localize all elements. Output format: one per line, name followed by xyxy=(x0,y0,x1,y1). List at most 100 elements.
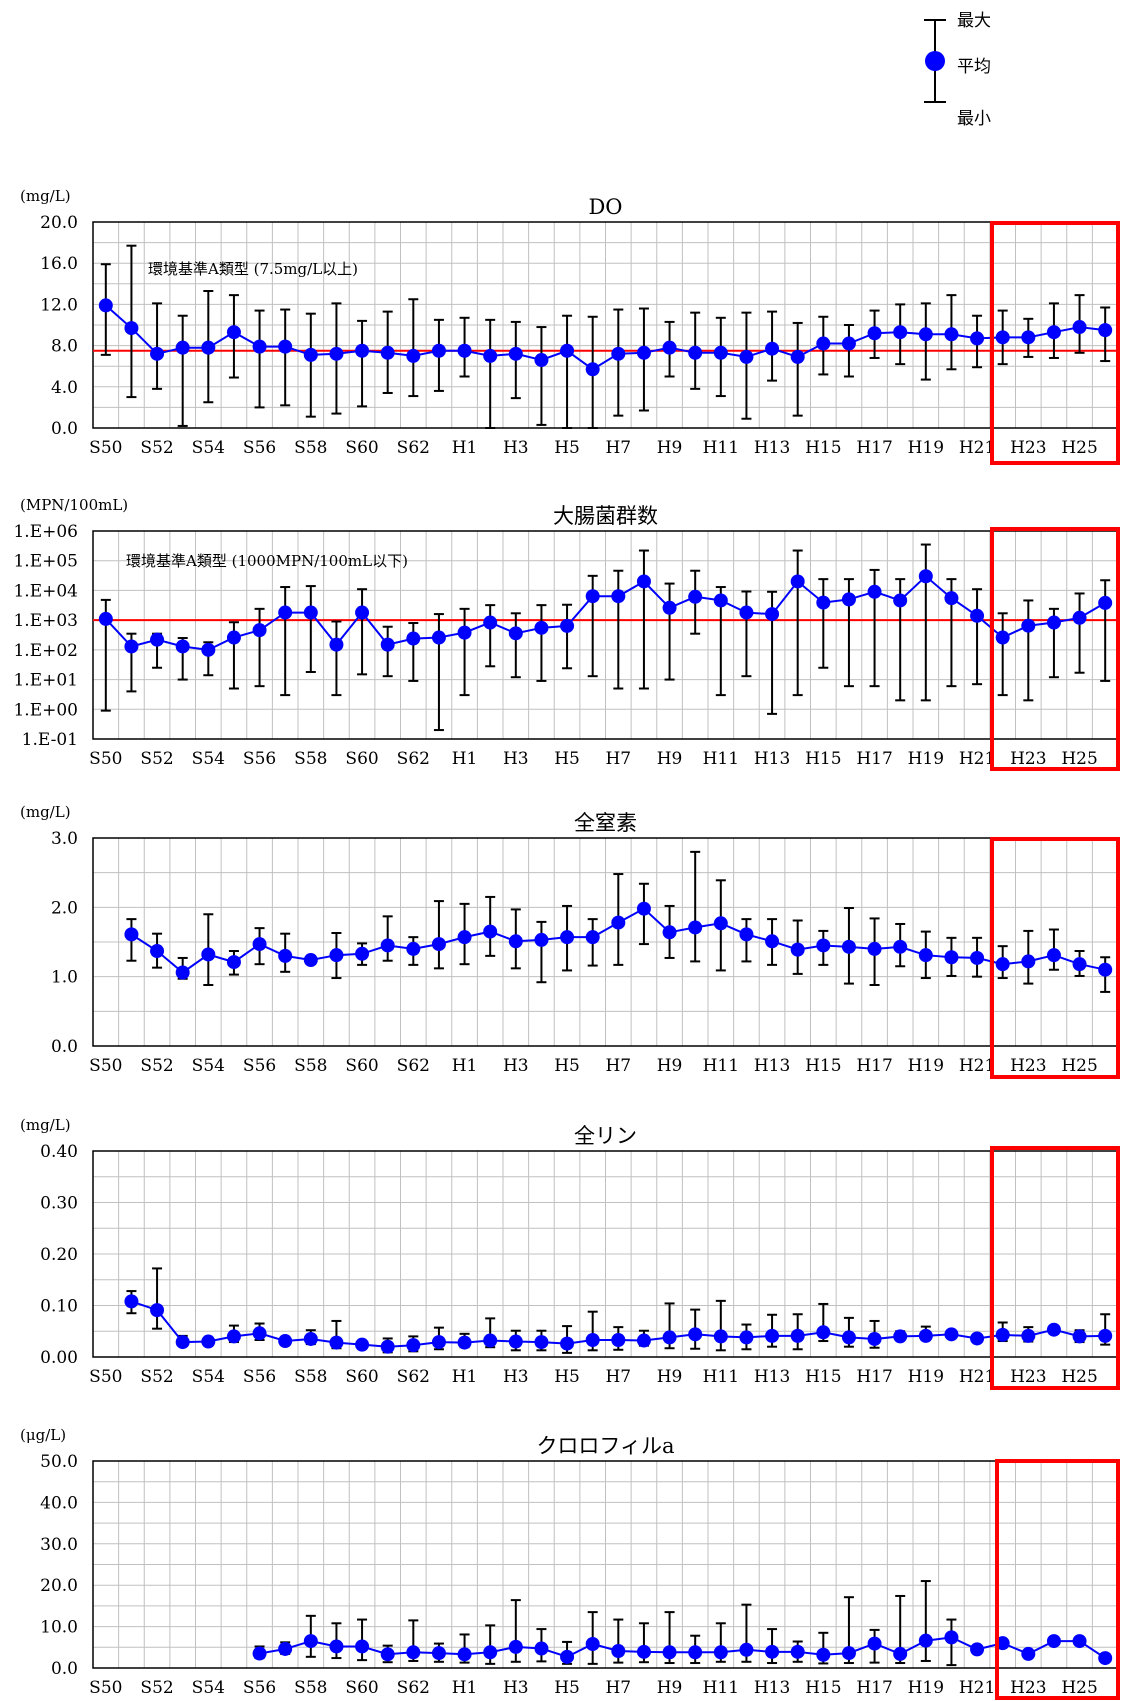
x-tick-label: H5 xyxy=(554,438,580,458)
average-point xyxy=(585,1636,600,1651)
y-tick-label: 16.0 xyxy=(40,254,78,274)
x-tick-label: S62 xyxy=(397,438,430,458)
y-tick-label: 1.E+06 xyxy=(13,522,78,542)
highlight-box xyxy=(995,1459,1120,1700)
average-point xyxy=(1021,1328,1036,1343)
average-point xyxy=(765,607,780,622)
x-tick-label: H25 xyxy=(1061,438,1097,458)
x-tick-label: H9 xyxy=(657,438,683,458)
average-point xyxy=(98,611,113,626)
legend-max-label: 最大 xyxy=(957,11,991,31)
average-point xyxy=(688,920,703,935)
average-point xyxy=(1072,1634,1087,1649)
x-tick-label: S52 xyxy=(140,438,173,458)
average-point xyxy=(688,1327,703,1342)
x-tick-label: S62 xyxy=(397,749,430,769)
x-tick-label: S54 xyxy=(192,1678,225,1698)
average-point xyxy=(739,927,754,942)
x-tick-label: H19 xyxy=(908,1367,944,1387)
average-point xyxy=(688,1645,703,1660)
average-point xyxy=(355,1337,370,1352)
average-point xyxy=(1021,330,1036,345)
x-tick-label: H13 xyxy=(754,438,790,458)
x-tick-label: H21 xyxy=(959,749,995,769)
average-point xyxy=(790,349,805,364)
average-point xyxy=(508,934,523,949)
average-point xyxy=(765,1644,780,1659)
x-tick-label: S60 xyxy=(345,1367,378,1387)
average-point xyxy=(611,1644,626,1659)
x-tick-label: H11 xyxy=(703,1367,739,1387)
x-tick-label: H15 xyxy=(805,1678,841,1698)
y-tick-label: 0.40 xyxy=(40,1142,78,1162)
standard-label: 環境基準A類型 (7.5mg/L以上) xyxy=(148,260,358,278)
highlight-box xyxy=(990,221,1120,465)
average-point xyxy=(970,1331,985,1346)
average-point xyxy=(278,948,293,963)
average-point xyxy=(431,343,446,358)
average-point xyxy=(1072,957,1087,972)
average-point xyxy=(995,630,1010,645)
average-point xyxy=(1046,1322,1061,1337)
average-point xyxy=(1072,320,1087,335)
y-tick-label: 2.0 xyxy=(51,898,78,918)
legend-avg-label: 平均 xyxy=(957,57,991,77)
x-tick-label: H17 xyxy=(856,1367,892,1387)
x-tick-label: H13 xyxy=(754,1678,790,1698)
x-tick-label: H15 xyxy=(805,1056,841,1076)
average-point xyxy=(918,948,933,963)
average-point xyxy=(124,321,139,336)
y-tick-label: 1.0 xyxy=(51,968,78,988)
average-point xyxy=(893,593,908,608)
average-point xyxy=(329,1639,344,1654)
average-point xyxy=(329,948,344,963)
x-tick-label: S62 xyxy=(397,1367,430,1387)
average-point xyxy=(867,1636,882,1651)
y-tick-label: 20.0 xyxy=(40,1576,78,1596)
x-tick-label: H21 xyxy=(959,1678,995,1698)
y-tick-label: 1.E+03 xyxy=(13,611,78,631)
average-point xyxy=(1046,615,1061,630)
x-tick-label: H21 xyxy=(959,1367,995,1387)
average-point xyxy=(1021,954,1036,969)
average-point xyxy=(483,924,498,939)
x-tick-label: S50 xyxy=(89,1056,122,1076)
average-point xyxy=(790,1644,805,1659)
average-point xyxy=(508,1639,523,1654)
average-point xyxy=(457,930,472,945)
average-point xyxy=(124,1294,139,1309)
x-tick-label: H19 xyxy=(908,438,944,458)
x-tick-label: S56 xyxy=(243,749,276,769)
average-point xyxy=(688,345,703,360)
average-point xyxy=(662,1645,677,1660)
x-tick-label: S50 xyxy=(89,1678,122,1698)
x-tick-label: H23 xyxy=(1010,438,1046,458)
average-point xyxy=(611,1333,626,1348)
y-tick-label: 8.0 xyxy=(51,337,78,357)
x-tick-label: H7 xyxy=(605,749,631,769)
average-point xyxy=(1021,1646,1036,1661)
y-tick-label: 50.0 xyxy=(40,1452,78,1472)
y-tick-label: 10.0 xyxy=(40,1618,78,1638)
average-point xyxy=(406,1338,421,1353)
average-point xyxy=(431,1646,446,1661)
average-point xyxy=(150,632,165,647)
y-tick-label: 0.00 xyxy=(40,1348,78,1368)
highlight-box xyxy=(990,1146,1120,1390)
x-tick-label: H5 xyxy=(554,749,580,769)
x-tick-label: H7 xyxy=(605,438,631,458)
legend-avg-marker-icon xyxy=(925,51,945,71)
average-point xyxy=(970,1642,985,1657)
x-tick-label: H15 xyxy=(805,1367,841,1387)
y-tick-label: 0.0 xyxy=(51,1659,78,1679)
average-point xyxy=(560,618,575,633)
x-tick-label: H5 xyxy=(554,1367,580,1387)
average-point xyxy=(226,1329,241,1344)
average-point xyxy=(329,637,344,652)
average-point xyxy=(380,345,395,360)
average-point xyxy=(790,942,805,957)
x-tick-label: H19 xyxy=(908,1678,944,1698)
average-point xyxy=(380,938,395,953)
average-point xyxy=(970,608,985,623)
